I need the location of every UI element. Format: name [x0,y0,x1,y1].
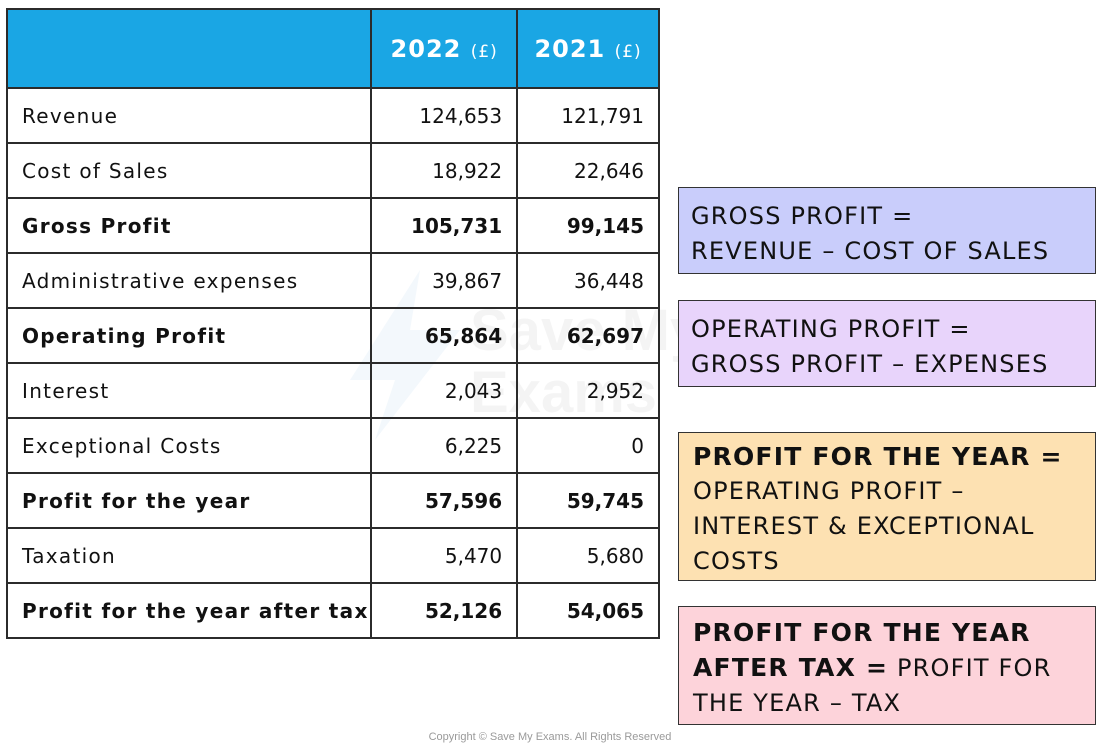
value-2022: 124,653 [370,87,519,144]
formula-body: PROFIT FOR [888,654,1052,682]
value-2022: 5,470 [370,527,519,584]
header-label-cell [5,8,373,89]
formula-heading: GROSS PROFIT = [691,202,914,230]
table-row: Revenue 124,653 121,791 [5,87,660,144]
header-2022: 2022 (£) [370,8,519,89]
table-row: Administrative expenses 39,867 36,448 [5,252,660,309]
value-2021: 36,448 [516,252,660,309]
formula-heading: AFTER TAX = [693,653,889,682]
formula-body-line: OPERATING PROFIT – [693,477,965,505]
row-label: Administrative expenses [5,252,373,309]
formula-body: REVENUE – COST OF SALES [691,237,1050,265]
row-label: Profit for the year after tax [5,582,373,639]
value-2021: 2,952 [516,362,660,419]
value-2022: 39,867 [370,252,519,309]
row-label: Revenue [5,87,373,144]
gross-profit-formula-box: GROSS PROFIT = REVENUE – COST OF SALES [678,187,1096,274]
value-2021: 121,791 [516,87,660,144]
value-2022: 105,731 [370,197,519,254]
value-2022: 65,864 [370,307,519,364]
value-2021: 59,745 [516,472,660,529]
row-label: Taxation [5,527,373,584]
header-2021: 2021 (£) [516,8,660,89]
formula-heading: PROFIT FOR THE YEAR = [693,442,1063,471]
value-2021: 99,145 [516,197,660,254]
value-2021: 54,065 [516,582,660,639]
table-row: Profit for the year after tax 52,126 54,06… [5,582,660,639]
value-2022: 52,126 [370,582,519,639]
formula-body-line: INTEREST & EXCEPTIONAL [693,512,1035,540]
formula-body: GROSS PROFIT – EXPENSES [691,350,1049,378]
table-row: Operating Profit 65,864 62,697 [5,307,660,364]
row-label: Operating Profit [5,307,373,364]
row-label: Interest [5,362,373,419]
value-2022: 18,922 [370,142,519,199]
row-label: Exceptional Costs [5,417,373,474]
value-2021: 22,646 [516,142,660,199]
copyright-notice: Copyright © Save My Exams. All Rights Re… [428,731,672,743]
table-row: Exceptional Costs 6,225 0 [5,417,660,474]
income-statement-table: 2022 (£) 2021 (£) Revenue 124,653 121,791 C… [5,8,660,639]
table-header-row: 2022 (£) 2021 (£) [5,8,660,89]
value-2021: 5,680 [516,527,660,584]
formula-body-line: THE YEAR – TAX [693,689,902,717]
table-row: Cost of Sales 18,922 22,646 [5,142,660,199]
row-label: Gross Profit [5,197,373,254]
profit-after-tax-formula-box: PROFIT FOR THE YEAR AFTER TAX = PROFIT F… [678,606,1096,725]
value-2021: 62,697 [516,307,660,364]
table-row: Interest 2,043 2,952 [5,362,660,419]
formula-body-line: COSTS [693,547,780,575]
row-label: Profit for the year [5,472,373,529]
formula-heading: OPERATING PROFIT = [691,315,971,343]
value-2021: 0 [516,417,660,474]
table-row: Gross Profit 105,731 99,145 [5,197,660,254]
operating-profit-formula-box: OPERATING PROFIT = GROSS PROFIT – EXPENS… [678,300,1096,387]
profit-for-year-formula-box: PROFIT FOR THE YEAR = OPERATING PROFIT –… [678,432,1096,581]
value-2022: 6,225 [370,417,519,474]
row-label: Cost of Sales [5,142,373,199]
formula-heading: PROFIT FOR THE YEAR [693,618,1031,647]
value-2022: 57,596 [370,472,519,529]
table-row: Taxation 5,470 5,680 [5,527,660,584]
table-row: Profit for the year 57,596 59,745 [5,472,660,529]
value-2022: 2,043 [370,362,519,419]
